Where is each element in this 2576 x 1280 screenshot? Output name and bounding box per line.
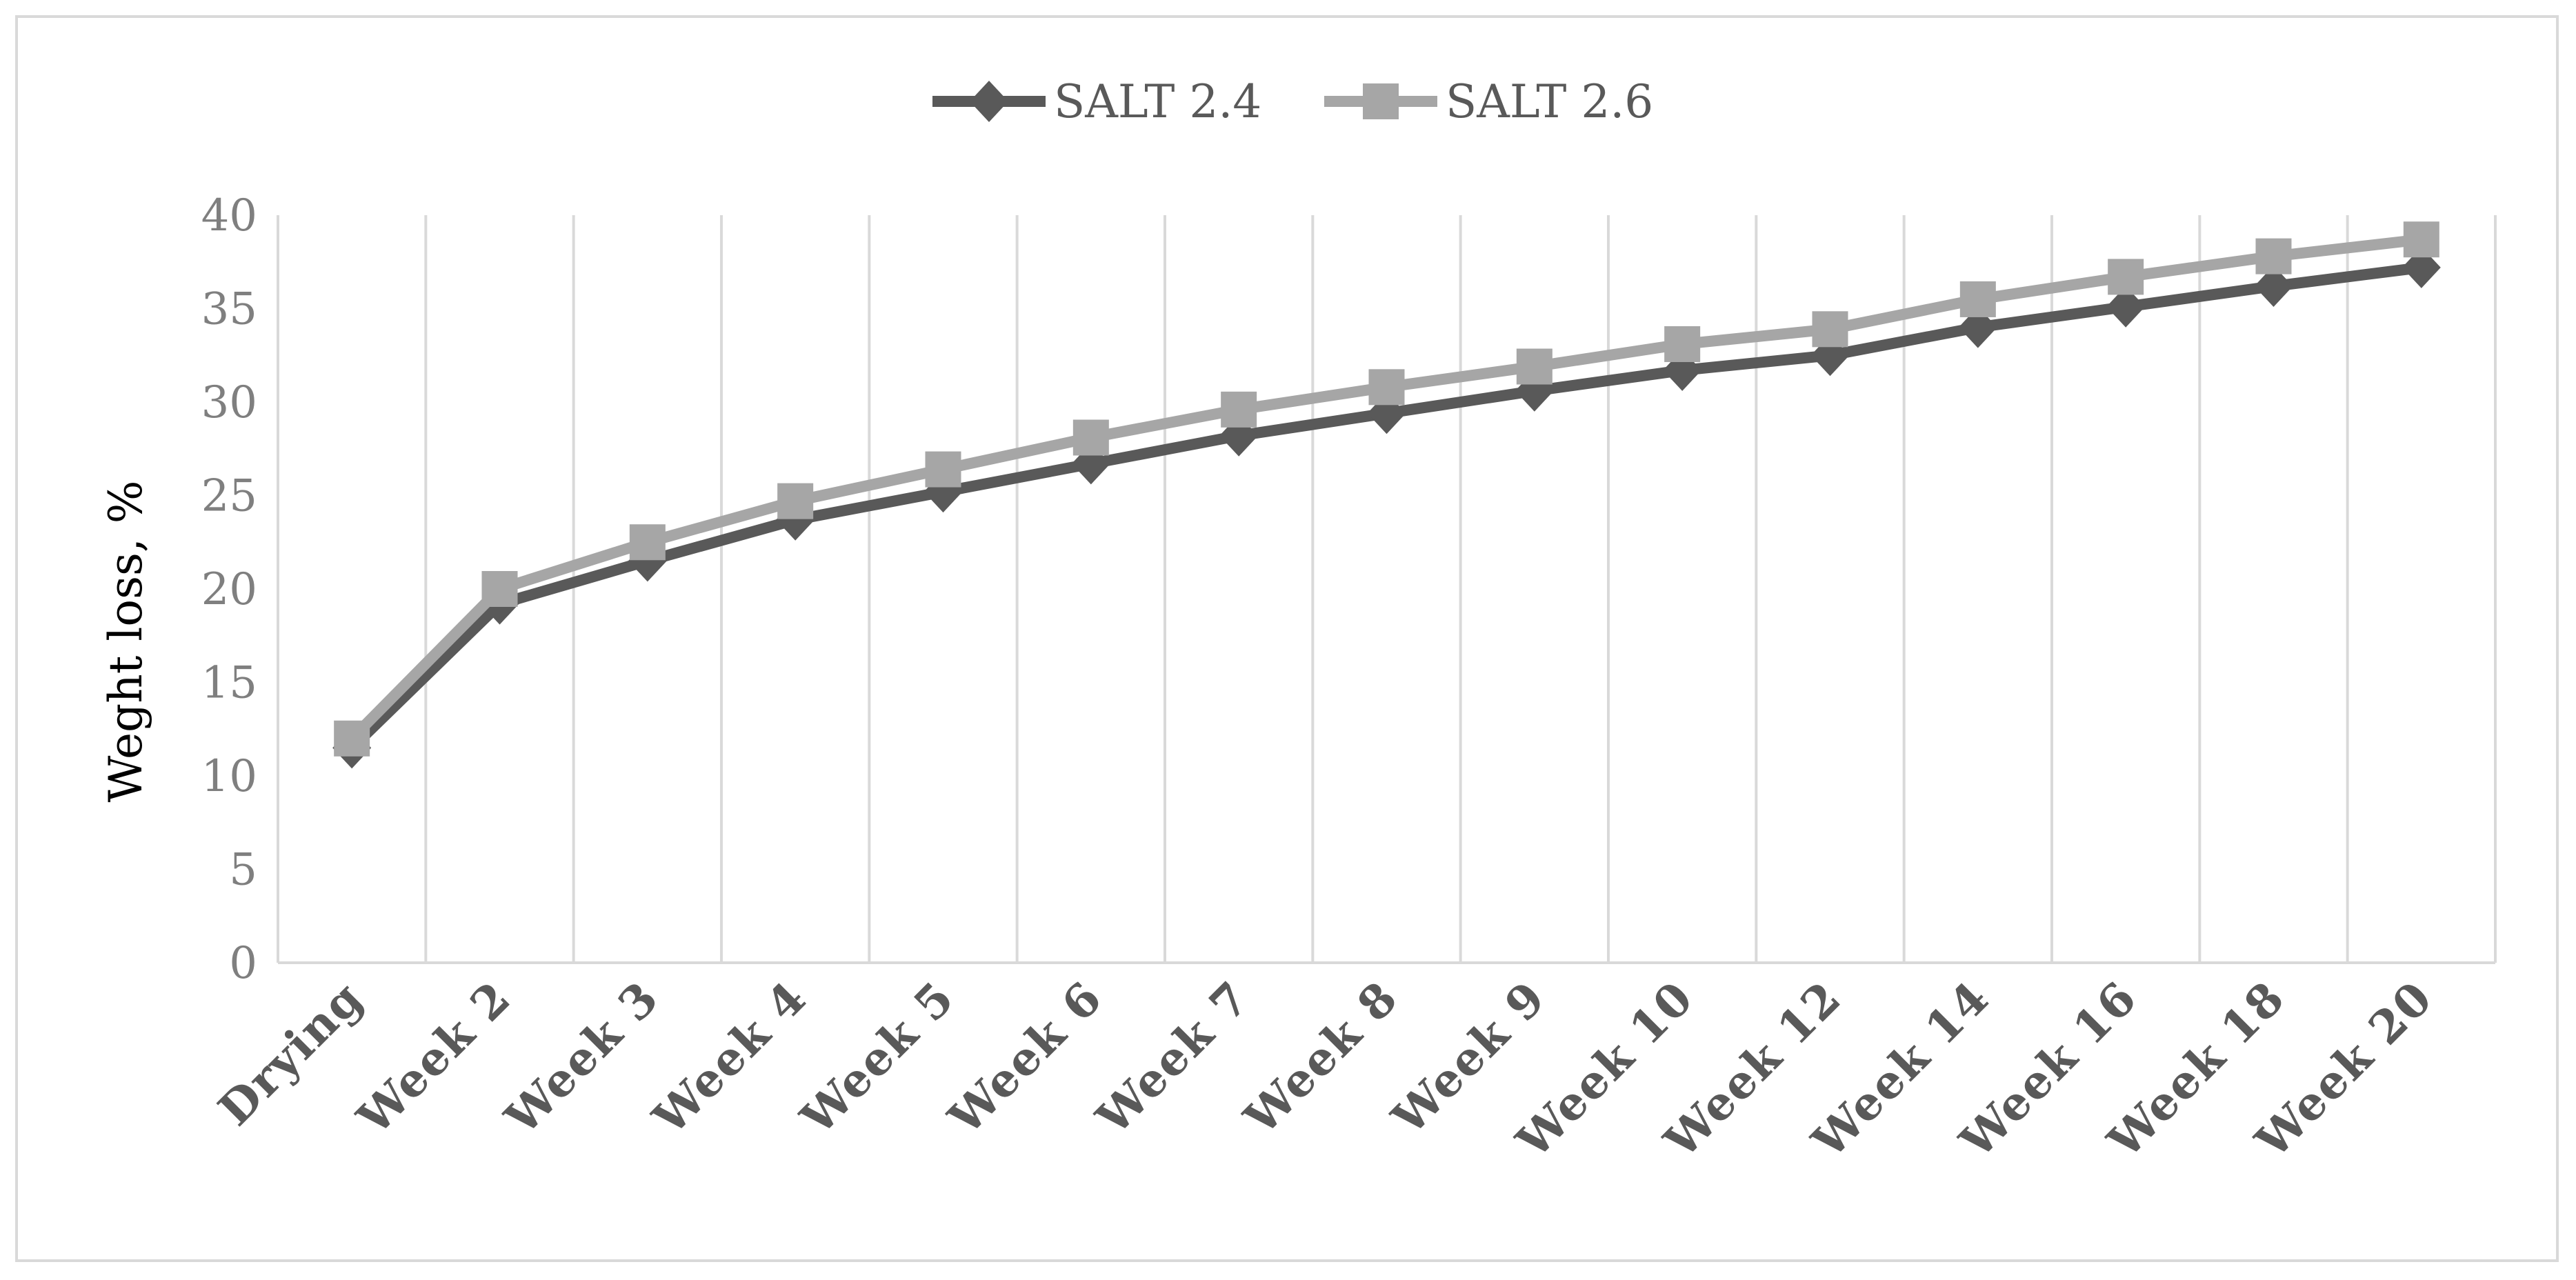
gridlines (277, 215, 2497, 963)
legend-item: SALT 2.6 (1324, 75, 1653, 128)
y-tick-label: 0 (229, 938, 257, 989)
y-tick-label: 5 (229, 845, 257, 896)
x-tick-label: Week 5 (790, 970, 964, 1145)
series-line (348, 261, 2422, 752)
series-layer (332, 221, 2441, 769)
y-tick-label: 35 (201, 284, 257, 335)
y-tick-label: 15 (201, 658, 257, 709)
y-tick-label: 10 (201, 751, 257, 802)
legend-marker (1363, 83, 1399, 119)
data-point (1221, 391, 1257, 428)
x-tick-label: Week 7 (1086, 970, 1260, 1145)
x-tick-label: Week 6 (938, 970, 1112, 1145)
legend-item: SALT 2.4 (932, 75, 1261, 128)
x-tick-label: Week 8 (1233, 970, 1408, 1145)
series-1 (332, 246, 2441, 769)
data-point (2403, 221, 2439, 258)
y-axis-title: Weght loss, % (99, 480, 152, 802)
data-point (481, 571, 518, 607)
data-point (2255, 238, 2292, 274)
y-tick-label: 25 (201, 471, 257, 522)
x-tick-label: Week 4 (642, 970, 817, 1145)
data-point (629, 524, 666, 561)
data-point (2254, 265, 2293, 307)
data-point (1664, 326, 1701, 362)
data-point (1812, 311, 1848, 348)
x-tick-label: Drying (208, 970, 373, 1136)
x-tick-label: Week 2 (346, 970, 521, 1145)
legend-label: SALT 2.4 (1054, 75, 1261, 128)
chart-frame (15, 15, 2559, 1262)
data-point (1368, 369, 1405, 406)
y-tick-label: 40 (201, 190, 257, 241)
y-axis-ticks: 0 5 10 15 20 25 30 35 40 (201, 190, 257, 989)
series-2 (334, 221, 2439, 757)
x-tick-label: Week 3 (495, 970, 669, 1145)
data-point (2108, 259, 2144, 295)
data-point (1072, 419, 1109, 456)
data-point (1959, 281, 1996, 317)
data-point (2106, 286, 2146, 328)
data-point (925, 451, 961, 488)
data-point (777, 483, 814, 519)
legend-marker (970, 81, 1008, 122)
data-point (334, 720, 370, 757)
y-tick-label: 20 (201, 564, 257, 615)
legend-label: SALT 2.6 (1446, 75, 1653, 128)
y-tick-label: 30 (201, 377, 257, 428)
legend: SALT 2.4 SALT 2.6 (932, 75, 1653, 128)
data-point (1516, 348, 1552, 385)
